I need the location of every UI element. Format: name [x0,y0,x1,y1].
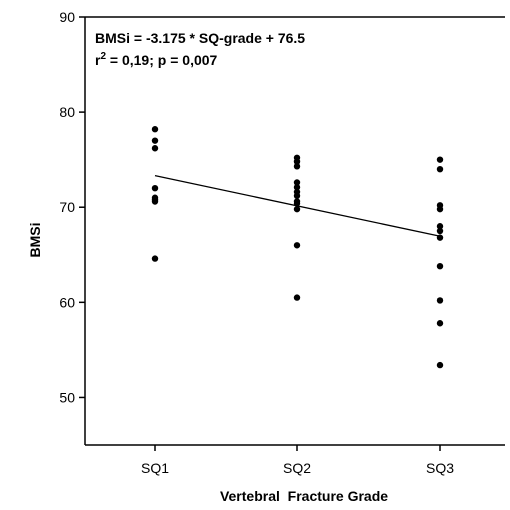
data-point [436,223,444,230]
data-point [293,294,301,301]
data-point [436,165,444,173]
data-point [151,255,159,262]
y-axis-title: BMSi [27,223,43,258]
data-point [151,145,159,152]
r-squared-superscript: 2 [100,51,106,62]
y-tick-label: 60 [59,294,75,310]
data-point [436,262,444,270]
y-axis-ticks: 50 60 70 80 90 [59,9,85,405]
x-axis-title: Vertebral Fracture Grade [220,488,388,504]
y-tick-label: 70 [59,199,75,215]
data-point [293,192,301,200]
data-point [293,242,301,249]
data-point [151,185,159,192]
data-point [436,320,444,327]
data-point [293,205,301,213]
data-point [293,158,301,165]
data-point [293,184,301,191]
regression-stats: r2 = 0,19; p = 0,007 [95,51,218,68]
data-points [151,126,444,369]
r-squared-p-value: = 0,19; p = 0,007 [106,52,218,68]
data-point [436,361,444,369]
x-axis-ticks: SQ1 SQ2 SQ3 [141,445,454,476]
data-point [151,198,159,205]
data-point [436,297,444,304]
data-point [293,163,301,170]
y-tick-label: 50 [59,389,75,405]
data-point [151,137,159,144]
x-tick-label: SQ3 [426,460,454,476]
x-tick-label: SQ1 [141,460,169,476]
data-point [436,227,444,235]
regression-equation: BMSi = -3.175 * SQ-grade + 76.5 [95,30,305,46]
x-tick-label: SQ2 [283,460,311,476]
data-point [436,156,444,163]
data-point [151,126,159,133]
data-point [293,200,301,207]
r-label: r [95,52,101,68]
data-point [436,234,444,241]
data-point [436,205,444,213]
y-tick-label: 80 [59,104,75,120]
y-tick-label: 90 [59,9,75,25]
data-point [293,179,301,186]
